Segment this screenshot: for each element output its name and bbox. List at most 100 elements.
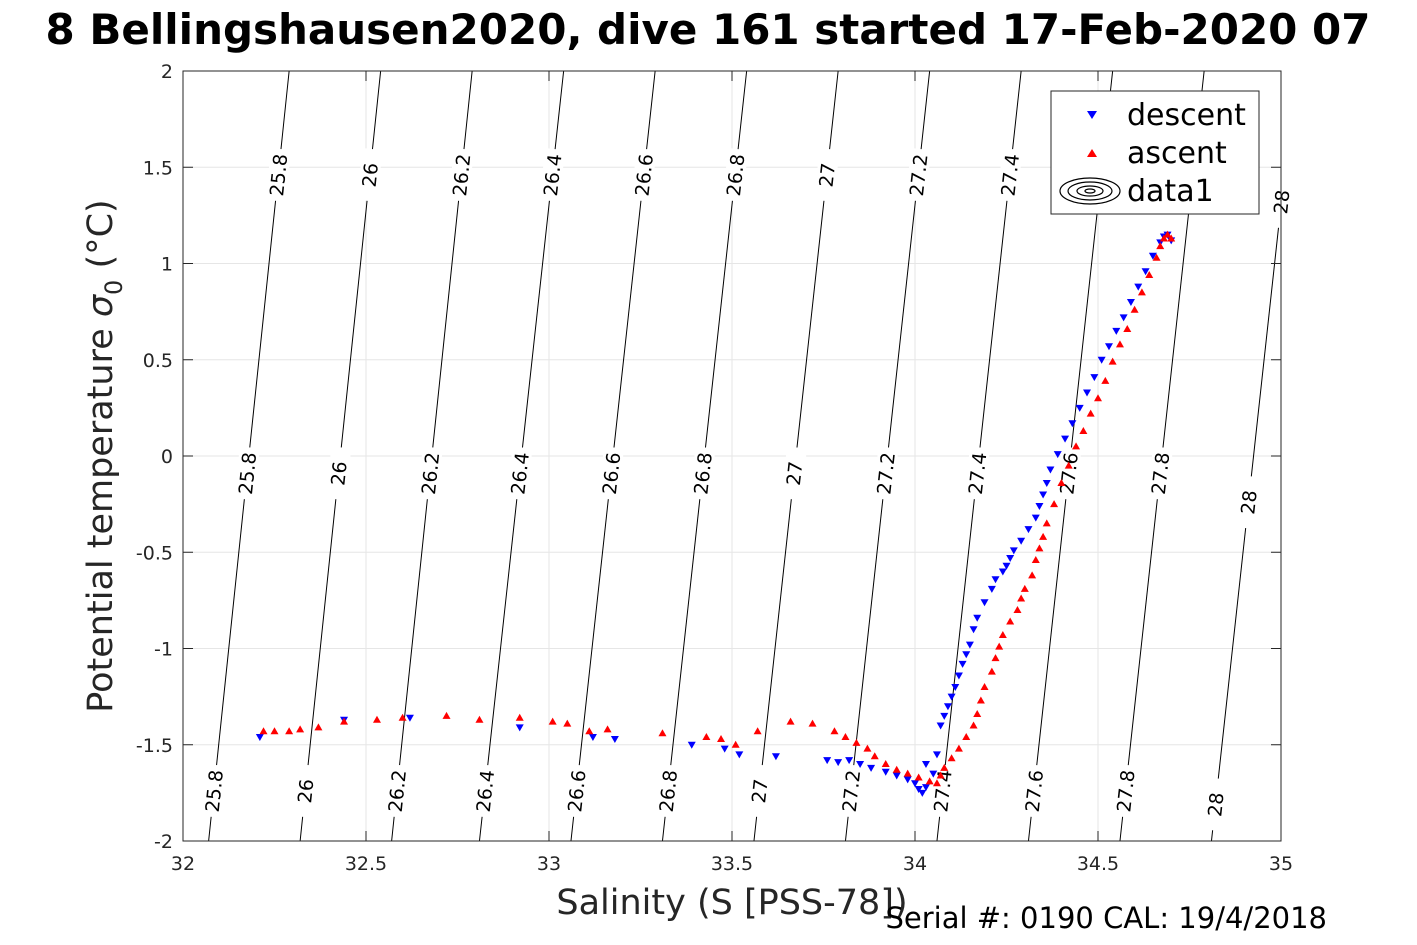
- descent-point: [1017, 537, 1026, 545]
- y-tick-label: -2: [154, 831, 173, 853]
- ascent-point: [753, 727, 762, 735]
- descent-point: [1097, 356, 1106, 364]
- density-contour-label: 26: [359, 162, 383, 188]
- descent-point: [1141, 268, 1150, 276]
- contour-label-backing: [929, 764, 956, 818]
- ascent-point: [1108, 357, 1117, 365]
- ascent-point: [1017, 594, 1026, 602]
- ascent-point: [998, 631, 1007, 639]
- legend-descent-label: descent: [1127, 98, 1246, 133]
- ascent-point: [932, 779, 941, 787]
- legend-ascent-marker-icon: [1087, 149, 1097, 157]
- ascent-point: [987, 667, 996, 675]
- descent-point: [991, 576, 1000, 584]
- y-axis-ticks: -2 -1.5 -1 -0.5 0 0.5 1 1.5 2: [136, 61, 1281, 853]
- density-contour-label: 27.4: [965, 451, 991, 495]
- ascent-point: [1050, 500, 1059, 508]
- legend-ascent-label: ascent: [1127, 136, 1227, 171]
- density-contour-label: 27.8: [1148, 451, 1174, 495]
- descent-point: [1031, 514, 1040, 522]
- descent-point: [588, 734, 597, 742]
- contour-label-backing: [1112, 764, 1139, 818]
- contour-label-backing: [689, 446, 716, 501]
- ascent-point: [936, 771, 945, 779]
- descent-point: [1061, 435, 1070, 443]
- ascent-point: [563, 719, 572, 727]
- contour-label-backing: [905, 148, 932, 202]
- density-contour-label: 28: [1237, 489, 1261, 515]
- ascent-point: [1167, 234, 1176, 242]
- contour-label-backing: [448, 148, 474, 202]
- ascent-point: [1035, 544, 1044, 552]
- legend-box: [1050, 90, 1260, 215]
- density-contour-label: 26.2: [418, 451, 444, 495]
- ascent-point: [881, 760, 890, 767]
- legend-data1-label: data1: [1127, 174, 1214, 209]
- descent-point: [845, 757, 854, 765]
- ascent-point: [259, 727, 268, 735]
- descent-point: [1002, 562, 1011, 570]
- descent-point: [687, 741, 696, 749]
- ascent-point: [830, 727, 839, 735]
- ascent-point: [1159, 234, 1168, 242]
- density-contour-label: 26.8: [690, 451, 716, 495]
- contour-label-backing: [325, 446, 352, 501]
- ascent-point: [1039, 532, 1048, 540]
- descent-point: [958, 660, 967, 668]
- contour-label-backing: [265, 148, 291, 202]
- density-contour-label: 27.2: [839, 769, 865, 813]
- contour-label-backing: [997, 148, 1023, 202]
- descent-point: [1075, 404, 1084, 412]
- y-tick-label: -1: [154, 639, 173, 661]
- ascent-point: [1006, 617, 1015, 625]
- descent-point: [973, 614, 982, 622]
- y-tick-label: 2: [161, 61, 173, 83]
- descent-point: [834, 759, 843, 767]
- descent-point: [932, 751, 941, 759]
- ascent-point: [515, 713, 524, 721]
- ascent-point: [1057, 478, 1066, 486]
- ascent-point: [954, 744, 963, 752]
- contour-label-backing: [472, 764, 498, 818]
- ascent-point: [1042, 519, 1051, 527]
- density-contour-label: 28: [1204, 791, 1228, 817]
- ascent-point: [296, 725, 305, 733]
- descent-point: [771, 753, 780, 761]
- contour-label-backing: [655, 764, 681, 818]
- ascent-point: [1020, 584, 1029, 592]
- ascent-point: [702, 733, 711, 741]
- descent-point: [1006, 555, 1015, 563]
- ascent-point: [1094, 394, 1102, 402]
- x-axis-label: Salinity (S [PSS-78]): [556, 883, 907, 923]
- density-contour-label: 25.8: [266, 153, 292, 197]
- ascent-point: [1101, 376, 1110, 384]
- ascent-point: [870, 752, 879, 760]
- descent-point: [921, 784, 930, 792]
- descent-point: [1042, 479, 1051, 487]
- density-contour-label: 25.8: [235, 451, 261, 495]
- descent-point: [969, 626, 978, 634]
- y-tick-label: 1: [161, 254, 173, 276]
- descent-point: [1126, 299, 1135, 306]
- x-tick-label: 32: [171, 853, 195, 875]
- density-contour-label: 27.8: [1113, 769, 1139, 813]
- descent-point: [823, 757, 832, 765]
- contour-label-backing: [746, 764, 773, 818]
- density-contour-label: 27.4: [930, 769, 956, 813]
- contour-label-backing: [563, 764, 590, 818]
- ascent-point: [991, 654, 1000, 662]
- density-contour-label: 27.4: [998, 153, 1024, 197]
- ascent-point: [914, 773, 923, 781]
- x-tick-label: 33: [537, 853, 561, 875]
- density-contour-line: [1210, 200, 1281, 841]
- ascent-point: [1064, 461, 1073, 469]
- descent-point: [515, 724, 524, 732]
- x-axis-ticks: 32 32.5 33 33.5 34 34.5 35: [171, 71, 1293, 875]
- contour-label-backing: [384, 764, 410, 818]
- ascent-point: [1156, 242, 1165, 250]
- ascent-point: [863, 744, 872, 752]
- descent-point: [998, 568, 1007, 576]
- density-contour-label: 26: [327, 460, 351, 486]
- ascent-point: [548, 717, 557, 725]
